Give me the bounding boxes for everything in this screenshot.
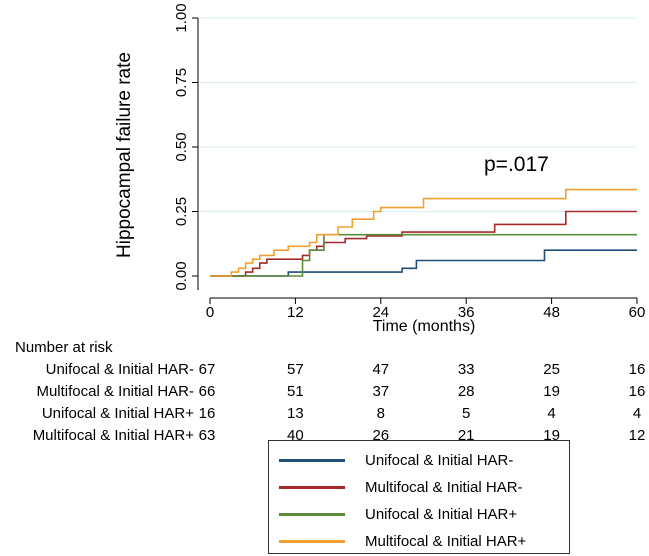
risk-value: 67 — [198, 361, 216, 378]
km-chart: 0.00 0.25 0.50 0.75 1.00 0 12 24 36 48 60 Hippoca… — [114, 3, 646, 335]
risk-value: 13 — [287, 405, 304, 422]
risk-value: 12 — [628, 427, 646, 444]
risk-value: 47 — [372, 361, 390, 378]
legend-label: Multifocal & Initial HAR- — [365, 478, 523, 496]
p-value-annotation: p=.017 — [484, 153, 549, 176]
risk-value: 8 — [376, 405, 385, 422]
risk-value: 19 — [543, 427, 560, 444]
y-axis-label: Hippocampal failure rate — [114, 52, 135, 258]
legend-swatch — [279, 485, 345, 489]
risk-row-label: Unifocal & Initial HAR+ — [41, 405, 194, 422]
legend-swatch — [279, 539, 345, 543]
risk-value: 16 — [628, 361, 646, 378]
x-tick-label: 0 — [206, 304, 214, 321]
risk-value: 26 — [372, 427, 390, 444]
series-line-3 — [210, 233, 637, 277]
series-line-4 — [210, 188, 637, 277]
y-tick-label: 1.00 — [173, 3, 190, 32]
legend-item: Multifocal & Initial HAR+ — [279, 528, 526, 554]
y-tick-label: 0.00 — [173, 261, 190, 290]
risk-value: 25 — [543, 361, 560, 378]
legend-item: Unifocal & Initial HAR+ — [279, 501, 517, 527]
risk-row-label: Multifocal & Initial HAR- — [36, 383, 194, 400]
legend-item: Unifocal & Initial HAR- — [279, 447, 513, 473]
legend-label: Unifocal & Initial HAR- — [365, 451, 514, 469]
y-tick-label: 0.75 — [173, 68, 190, 97]
risk-value: 16 — [628, 383, 646, 400]
risk-value: 51 — [287, 383, 304, 400]
risk-value: 63 — [198, 427, 216, 444]
axes — [197, 18, 637, 299]
legend-swatch — [279, 512, 345, 516]
risk-value: 40 — [287, 427, 304, 444]
risk-value: 66 — [198, 383, 216, 400]
x-tick-label: 60 — [629, 304, 646, 321]
gridlines — [199, 17, 637, 212]
x-ticks: 0 12 24 36 48 60 — [206, 298, 646, 321]
x-tick-label: 36 — [458, 304, 475, 321]
risk-value: 19 — [543, 383, 560, 400]
legend: Unifocal & Initial HAR- Multifocal & Init… — [268, 440, 570, 554]
series-lines — [210, 188, 637, 277]
risk-value: 4 — [547, 405, 556, 422]
risk-value: 21 — [457, 427, 475, 444]
series-line-1 — [210, 249, 637, 277]
y-tick-label: 0.50 — [173, 132, 190, 161]
y-ticks: 0.00 0.25 0.50 0.75 1.00 — [173, 3, 198, 291]
legend-swatch — [279, 458, 345, 462]
series-line-2 — [210, 210, 637, 277]
x-axis-label: Time (months) — [373, 318, 476, 335]
risk-value: 57 — [287, 361, 304, 378]
y-tick-label: 0.25 — [173, 197, 190, 226]
risk-value: 28 — [457, 383, 475, 400]
x-tick-label: 12 — [287, 304, 304, 321]
risk-value: 37 — [372, 383, 390, 400]
x-tick-label: 48 — [543, 304, 560, 321]
legend-label: Multifocal & Initial HAR+ — [365, 532, 527, 550]
risk-value: 5 — [462, 405, 471, 422]
legend-item: Multifocal & Initial HAR- — [279, 474, 523, 500]
risk-row-label: Multifocal & Initial HAR+ — [32, 427, 194, 444]
risk-value: 33 — [457, 361, 475, 378]
legend-label: Unifocal & Initial HAR+ — [365, 505, 518, 523]
risk-table-title: Number at risk — [15, 339, 113, 356]
risk-row-label: Unifocal & Initial HAR- — [45, 361, 194, 378]
risk-value: 16 — [198, 405, 216, 422]
x-tick-label: 24 — [372, 304, 389, 321]
risk-value: 4 — [632, 405, 642, 422]
